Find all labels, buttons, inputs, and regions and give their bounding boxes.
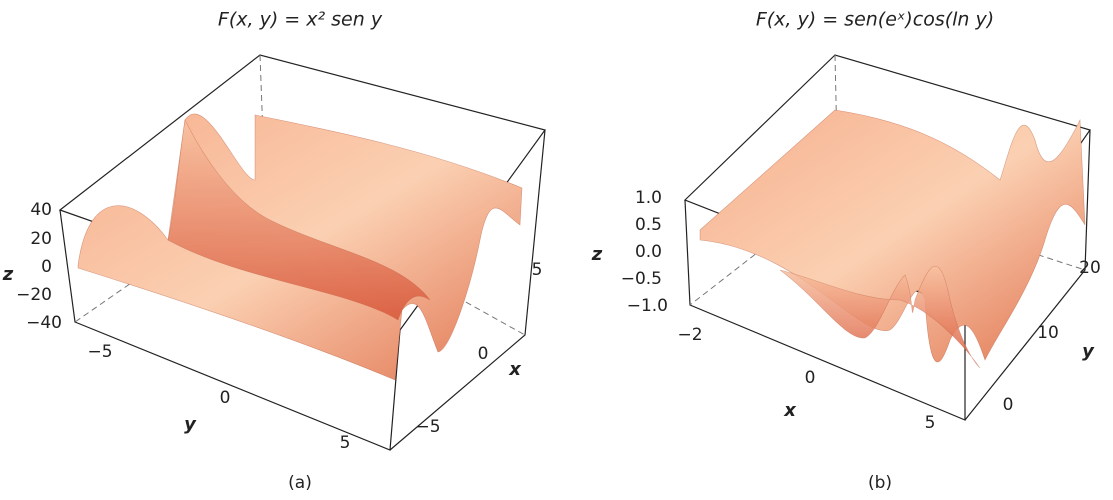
surface-fold: [167, 119, 431, 321]
z-tick-label: 1.0: [635, 188, 662, 208]
z-axis-label: z: [591, 244, 603, 265]
z-tick-label: −0.5: [621, 269, 662, 289]
z-tick-label: 0: [41, 257, 52, 277]
x-tick-label: 0: [478, 344, 489, 364]
x-tick-label: 5: [925, 413, 936, 433]
x-axis-label: x: [783, 400, 797, 421]
title: F(x, y) = sen(eˣ)cos(ln y): [756, 9, 994, 31]
y-tick-label: 10: [1037, 323, 1059, 343]
y-axis-label: y: [1082, 341, 1095, 362]
x-tick-label: 0: [805, 368, 816, 388]
surface: [699, 109, 1086, 363]
y-tick-label: 5: [340, 433, 351, 453]
z-tick-label: −40: [26, 313, 62, 333]
z-tick-label: −1.0: [627, 296, 668, 316]
title: F(x, y) = x² sen y: [218, 9, 383, 31]
z-axis-label: z: [2, 264, 14, 285]
panel-b: 1.0 0.5 0.0 −0.5 −1.0 −2 0 5 0 10 20 z x…: [591, 9, 1101, 494]
y-tick-label: 0: [1003, 395, 1014, 415]
z-tick-label: 20: [30, 229, 52, 249]
x-tick-label: 5: [532, 260, 543, 280]
y-tick-label: 20: [1079, 258, 1101, 278]
z-tick-label: −20: [16, 285, 52, 305]
caption: (a): [288, 473, 312, 493]
z-tick-label: 40: [30, 200, 52, 220]
y-tick-label: −5: [87, 342, 112, 362]
surface-dip: [779, 265, 981, 369]
caption: (b): [868, 473, 892, 493]
y-axis-label: y: [184, 414, 197, 435]
x-axis-label: x: [508, 359, 522, 380]
x-tick-label: −2: [677, 325, 702, 345]
z-tick-label: 0.0: [635, 242, 662, 262]
z-tick-label: 0.5: [635, 215, 662, 235]
y-tick-label: 0: [220, 388, 231, 408]
x-tick-label: −5: [415, 417, 440, 437]
panel-a: 40 20 0 −20 −40 −5 0 5 5 0 −5 z y x F(x,…: [2, 9, 547, 493]
